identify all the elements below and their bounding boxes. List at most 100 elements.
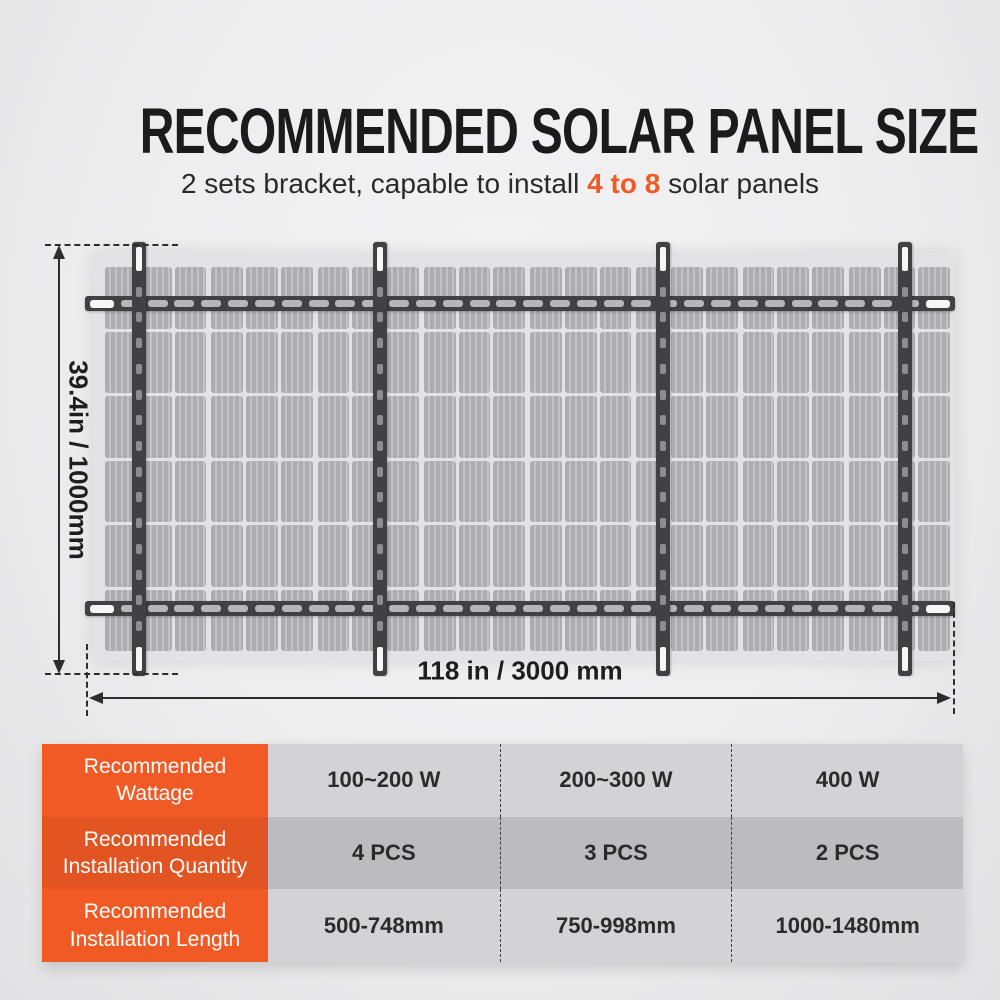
rail-slot	[136, 621, 142, 632]
solar-cell	[105, 525, 137, 587]
solar-cell	[280, 525, 313, 587]
rail-slot	[660, 466, 666, 477]
rail-slot	[201, 605, 222, 612]
solar-cell	[705, 460, 738, 522]
solar-cell	[705, 331, 738, 393]
rail-slot	[660, 312, 666, 323]
arrowhead-right-icon	[937, 692, 951, 704]
table-cell: 3 PCS	[499, 816, 732, 890]
solar-cell	[211, 525, 243, 587]
rail-slot	[377, 247, 383, 271]
solar-cell	[812, 460, 844, 522]
solar-cell	[848, 331, 881, 393]
rail-slot	[254, 605, 275, 612]
rail-slot	[818, 300, 839, 307]
rail-slot	[136, 646, 142, 671]
rail-slot	[902, 338, 908, 349]
solar-panel	[742, 267, 844, 651]
width-dimension-label: 118 in / 3000 mm	[417, 655, 623, 686]
solar-panel	[105, 267, 207, 651]
rail-slot	[902, 247, 908, 271]
solar-cell	[211, 331, 243, 393]
solar-cell	[742, 589, 775, 651]
rail-slot	[377, 338, 383, 349]
rail-slot	[737, 300, 758, 307]
rail-slot	[469, 300, 490, 307]
dimension-extension-line-right	[953, 602, 955, 714]
rail-slot	[174, 300, 195, 307]
solar-cell	[280, 396, 313, 458]
rail-slot	[660, 646, 666, 671]
solar-cell	[458, 331, 491, 393]
solar-panel	[211, 267, 313, 651]
rail-slot	[228, 300, 249, 307]
rail-slot	[902, 595, 908, 606]
rail-slot	[550, 300, 571, 307]
solar-cell	[174, 589, 207, 651]
rail-slot	[377, 415, 383, 426]
solar-cell	[777, 589, 809, 651]
table-cell: 500-748mm	[268, 889, 500, 962]
table-row-label: Recommended Wattage	[42, 744, 268, 817]
table-cell: 100~200 W	[268, 744, 500, 817]
rail-slot	[377, 312, 383, 323]
rail-slot	[791, 605, 812, 612]
rail-slot	[377, 646, 383, 671]
rail-slot	[362, 605, 383, 612]
solar-cell	[599, 331, 632, 393]
rail-slot	[660, 621, 666, 632]
rail-slot	[523, 605, 544, 612]
solar-panel	[530, 267, 632, 651]
rail-slot	[377, 389, 383, 400]
solar-cell	[918, 589, 950, 651]
rail-slot	[660, 543, 666, 554]
table-cell: 1000-1480mm	[731, 889, 963, 962]
solar-cell	[564, 396, 597, 458]
rail-slot	[442, 300, 463, 307]
rail-slot	[818, 605, 839, 612]
page-title-text: RECOMMENDED SOLAR PANEL SIZE	[139, 95, 979, 167]
solar-cell	[599, 589, 632, 651]
rail-slot	[764, 605, 785, 612]
solar-cell	[599, 460, 632, 522]
mounting-rail-vertical	[132, 242, 146, 676]
rail-slot	[308, 300, 329, 307]
rail-slot	[147, 605, 168, 612]
rail-slot	[660, 595, 666, 606]
solar-cell	[777, 460, 809, 522]
rail-slot	[902, 492, 908, 503]
solar-cell	[105, 396, 137, 458]
rail-slot	[550, 605, 571, 612]
solar-cell	[105, 460, 137, 522]
rail-slot	[711, 300, 732, 307]
rail-slot	[660, 415, 666, 426]
solar-cell	[174, 525, 207, 587]
solar-cell	[812, 331, 844, 393]
solar-cell	[105, 589, 137, 651]
rail-slot	[660, 286, 666, 297]
solar-cell	[423, 460, 456, 522]
rail-slot	[442, 605, 463, 612]
rail-slot	[136, 312, 142, 323]
rail-slot	[496, 605, 517, 612]
solar-cell	[530, 589, 562, 651]
dimension-extension-line-left	[86, 644, 88, 716]
rail-slot	[377, 466, 383, 477]
rail-slot	[120, 300, 141, 307]
rail-slot	[335, 300, 356, 307]
table-cell: 400 W	[731, 744, 963, 817]
rail-slot	[684, 605, 705, 612]
solar-cell	[530, 396, 562, 458]
width-dimension-line	[92, 697, 948, 699]
rail-slot	[377, 441, 383, 452]
rail-slot	[377, 363, 383, 374]
rail-slot	[660, 518, 666, 529]
mounting-rail-vertical	[656, 242, 670, 676]
rail-slot	[872, 605, 893, 612]
height-dimension-line	[58, 250, 60, 668]
rail-slot	[254, 300, 275, 307]
rail-slot	[660, 441, 666, 452]
solar-cell	[174, 396, 207, 458]
solar-cell	[671, 396, 703, 458]
